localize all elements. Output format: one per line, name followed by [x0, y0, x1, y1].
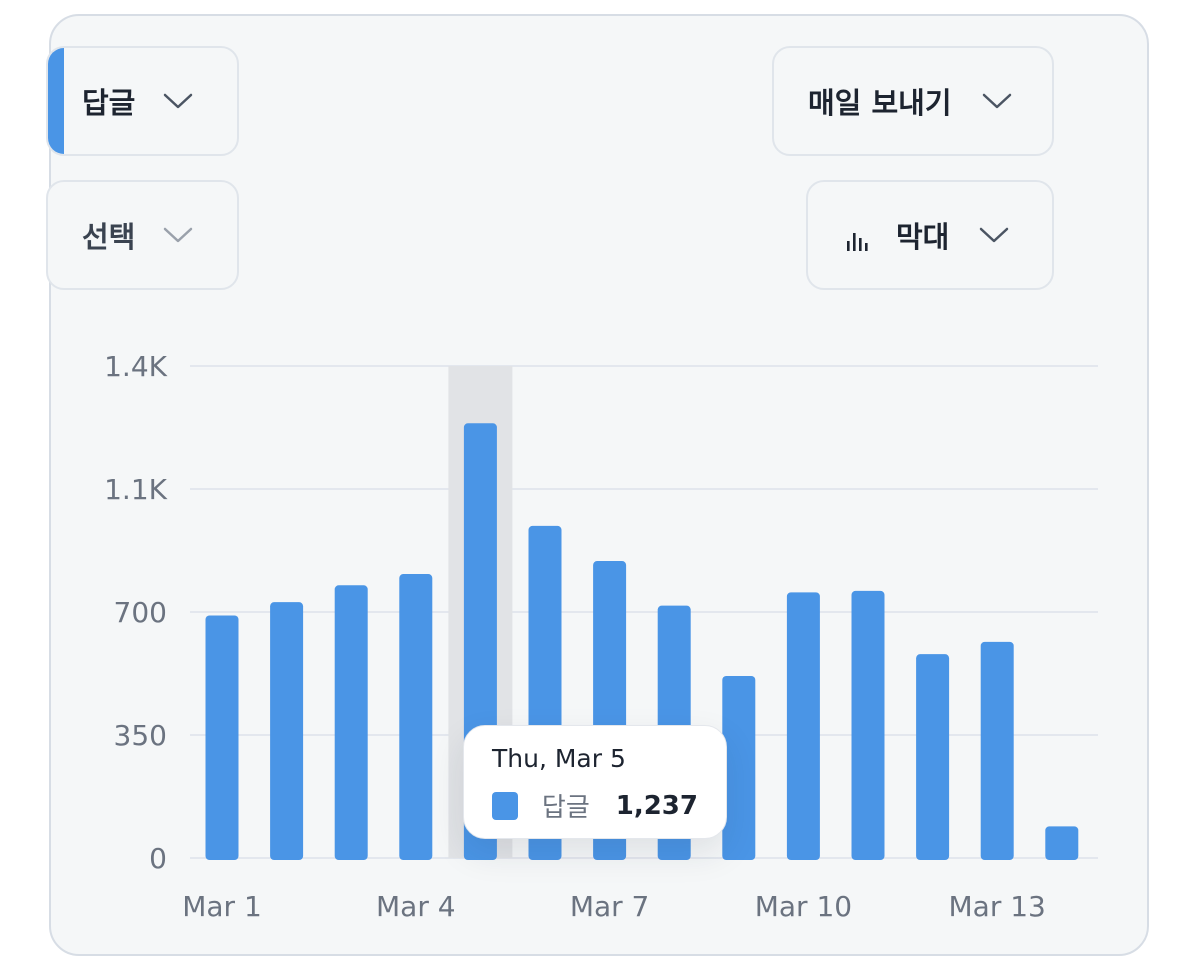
bar-mar-9[interactable] [722, 675, 756, 860]
y-tick-label: 700 [114, 596, 167, 629]
chart-type-dropdown-label: 막대 [896, 220, 950, 254]
metric-dropdown-label: 답글 [82, 86, 136, 120]
bar-mar-12[interactable] [916, 654, 950, 860]
bar-mar-10[interactable] [786, 592, 820, 860]
filter-dropdown[interactable]: 선택 [46, 180, 239, 290]
bar-mar-14[interactable] [1045, 826, 1079, 860]
tooltip-row: 답글 1,237 [492, 787, 698, 824]
tooltip-value: 1,237 [615, 790, 698, 821]
chevron-down-icon [982, 92, 1012, 110]
chart-type-dropdown[interactable]: 막대 [806, 180, 1054, 290]
y-tick-label: 0 [149, 842, 167, 875]
bar-mar-1[interactable] [205, 615, 239, 860]
bar-mar-13[interactable] [980, 641, 1014, 860]
bar-mar-4[interactable] [399, 574, 433, 860]
tooltip-series-swatch [492, 791, 518, 820]
bar-mar-11[interactable] [851, 590, 885, 860]
frequency-dropdown[interactable]: 매일 보내기 [772, 46, 1054, 156]
metric-accent-bar [48, 48, 64, 154]
y-tick-label: 1.1K [104, 473, 168, 506]
frequency-dropdown-label: 매일 보내기 [808, 86, 952, 120]
chart-tooltip: Thu, Mar 5 답글 1,237 [463, 725, 727, 839]
x-tick-label: Mar 7 [570, 890, 650, 923]
chevron-down-icon [163, 226, 193, 244]
x-tick-label: Mar 13 [949, 890, 1046, 923]
chevron-down-icon [979, 226, 1009, 244]
filter-dropdown-label: 선택 [82, 220, 136, 254]
y-tick-label: 1.4K [104, 350, 168, 383]
chevron-down-icon [163, 92, 193, 110]
bar-mar-2[interactable] [270, 602, 304, 860]
x-tick-label: Mar 4 [376, 890, 456, 923]
y-tick-label: 350 [114, 719, 167, 752]
bar-mar-3[interactable] [334, 585, 368, 860]
bar-chart-icon [846, 224, 868, 251]
x-tick-label: Mar 1 [182, 890, 262, 923]
tooltip-date: Thu, Mar 5 [492, 744, 626, 773]
x-tick-label: Mar 10 [755, 890, 852, 923]
metric-dropdown[interactable]: 답글 [46, 46, 239, 156]
tooltip-series-name: 답글 [541, 793, 590, 823]
